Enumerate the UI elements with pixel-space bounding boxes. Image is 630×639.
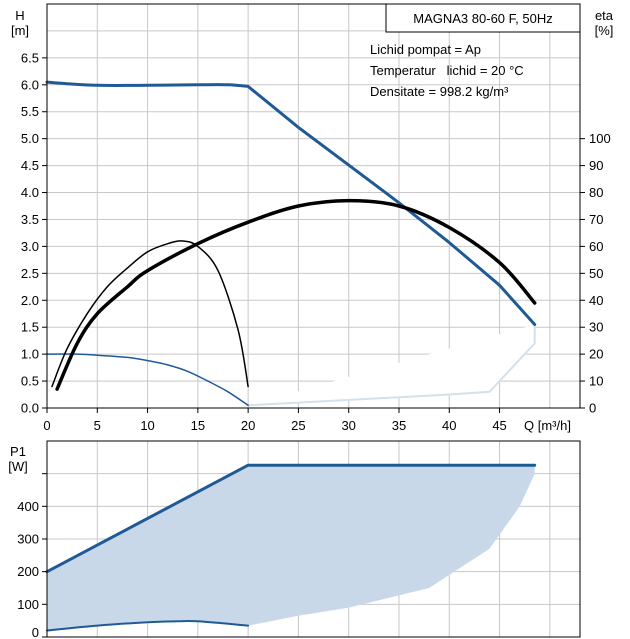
eta-tick-label: 30 (589, 320, 603, 335)
h-tick-label: 5.5 (21, 104, 39, 119)
eta-tick-label: 0 (589, 401, 596, 416)
h-tick-label: 1.0 (21, 347, 39, 362)
title-box (385, 3, 581, 33)
eta-axis-unit: [%] (595, 23, 614, 38)
x-tick-label: 40 (442, 418, 456, 433)
h-tick-label: 2.5 (21, 266, 39, 281)
h-axis-unit: [m] (11, 23, 29, 38)
p1-tick-label: 200 (17, 564, 39, 579)
top-series-line (46, 353, 249, 407)
info-line-3: Densitate = 998.2 kg/m³ (370, 84, 509, 99)
h-tick-label: 0.5 (21, 374, 39, 389)
x-tick-label: 5 (94, 418, 101, 433)
x-tick-label: 25 (291, 418, 305, 433)
p1-tick-label: 300 (17, 532, 39, 547)
h-tick-label: 0.0 (21, 401, 39, 416)
x-tick-label: 35 (392, 418, 406, 433)
p1-tick-label: 100 (17, 597, 39, 612)
bottom-y-ticks: 0 100 200 300 400 (17, 473, 47, 639)
top-operating-range-area (248, 324, 536, 407)
p1-tick-label: 400 (17, 499, 39, 514)
h-axis-label: H (15, 8, 24, 23)
info-line-1: Lichid pompat = Ap (370, 42, 481, 57)
eta-tick-label: 10 (589, 374, 603, 389)
x-tick-label: 20 (241, 418, 255, 433)
top-eta-ticks: 0 10 20 30 40 50 60 70 80 90 100 (580, 131, 611, 416)
eta-tick-label: 80 (589, 185, 603, 200)
info-line-2: Temperatur lichid = 20 °C (370, 63, 524, 78)
top-series-line (51, 240, 249, 388)
top-chart-series (45, 80, 537, 407)
eta-tick-label: 20 (589, 347, 603, 362)
eta-tick-label: 40 (589, 293, 603, 308)
h-tick-label: 2.0 (21, 293, 39, 308)
bottom-operating-range-area (47, 465, 535, 631)
h-tick-label: 3.0 (21, 239, 39, 254)
eta-tick-label: 90 (589, 158, 603, 173)
h-tick-label: 6.5 (21, 50, 39, 65)
top-y-ticks: 0.0 0.5 1.0 1.5 2.0 2.5 3.0 3.5 4.0 4.5 5.0 5.5 6.0 6… (21, 50, 47, 416)
p1-axis-label: P1 (10, 444, 26, 459)
eta-tick-label: 70 (589, 212, 603, 227)
x-tick-label: 30 (341, 418, 355, 433)
top-series-line (55, 198, 537, 391)
bottom-series-line (46, 619, 250, 632)
x-tick-label: 15 (191, 418, 205, 433)
top-series-line (45, 80, 537, 326)
h-tick-label: 3.5 (21, 212, 39, 227)
chart-title: MAGNA3 80-60 F, 50Hz (413, 11, 552, 26)
top-x-ticks: 0 5 10 15 20 25 30 35 40 45 (43, 408, 507, 433)
h-tick-label: 4.0 (21, 185, 39, 200)
eta-tick-label: 60 (589, 239, 603, 254)
eta-tick-label: 50 (589, 266, 603, 281)
eta-tick-label: 100 (589, 131, 611, 146)
h-tick-label: 1.5 (21, 320, 39, 335)
x-tick-label: 45 (492, 418, 506, 433)
q-axis-label: Q [m³/h] (524, 418, 571, 433)
eta-axis-label: eta (595, 8, 614, 23)
x-tick-label: 0 (43, 418, 50, 433)
bottom-chart-series (45, 463, 537, 632)
bottom-series-line (45, 463, 537, 574)
h-tick-label: 5.0 (21, 131, 39, 146)
p1-axis-unit: [W] (8, 459, 28, 474)
h-tick-label: 4.5 (21, 158, 39, 173)
x-tick-label: 10 (140, 418, 154, 433)
p1-tick-label: 0 (32, 625, 39, 639)
h-tick-label: 6.0 (21, 77, 39, 92)
top-plot-frame (46, 3, 581, 409)
